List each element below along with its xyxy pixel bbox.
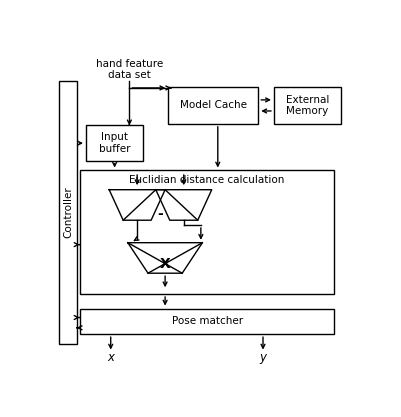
Text: Input
buffer: Input buffer xyxy=(99,132,130,154)
Polygon shape xyxy=(156,190,212,220)
FancyBboxPatch shape xyxy=(168,87,258,124)
Text: X: X xyxy=(160,256,170,271)
FancyBboxPatch shape xyxy=(274,87,341,124)
Text: Model Cache: Model Cache xyxy=(180,100,247,111)
Text: Euclidian distance calculation: Euclidian distance calculation xyxy=(130,175,285,185)
Polygon shape xyxy=(109,190,165,220)
FancyBboxPatch shape xyxy=(86,126,144,161)
Text: External
Memory: External Memory xyxy=(286,95,329,116)
FancyBboxPatch shape xyxy=(80,309,334,334)
Text: Pose matcher: Pose matcher xyxy=(172,317,243,327)
Polygon shape xyxy=(128,243,203,273)
Text: y: y xyxy=(259,351,267,364)
FancyBboxPatch shape xyxy=(59,80,77,344)
Text: -: - xyxy=(158,207,163,221)
FancyBboxPatch shape xyxy=(80,171,334,294)
Text: hand feature
data set: hand feature data set xyxy=(96,58,163,80)
Text: x: x xyxy=(107,351,114,364)
Text: Controller: Controller xyxy=(63,186,73,238)
